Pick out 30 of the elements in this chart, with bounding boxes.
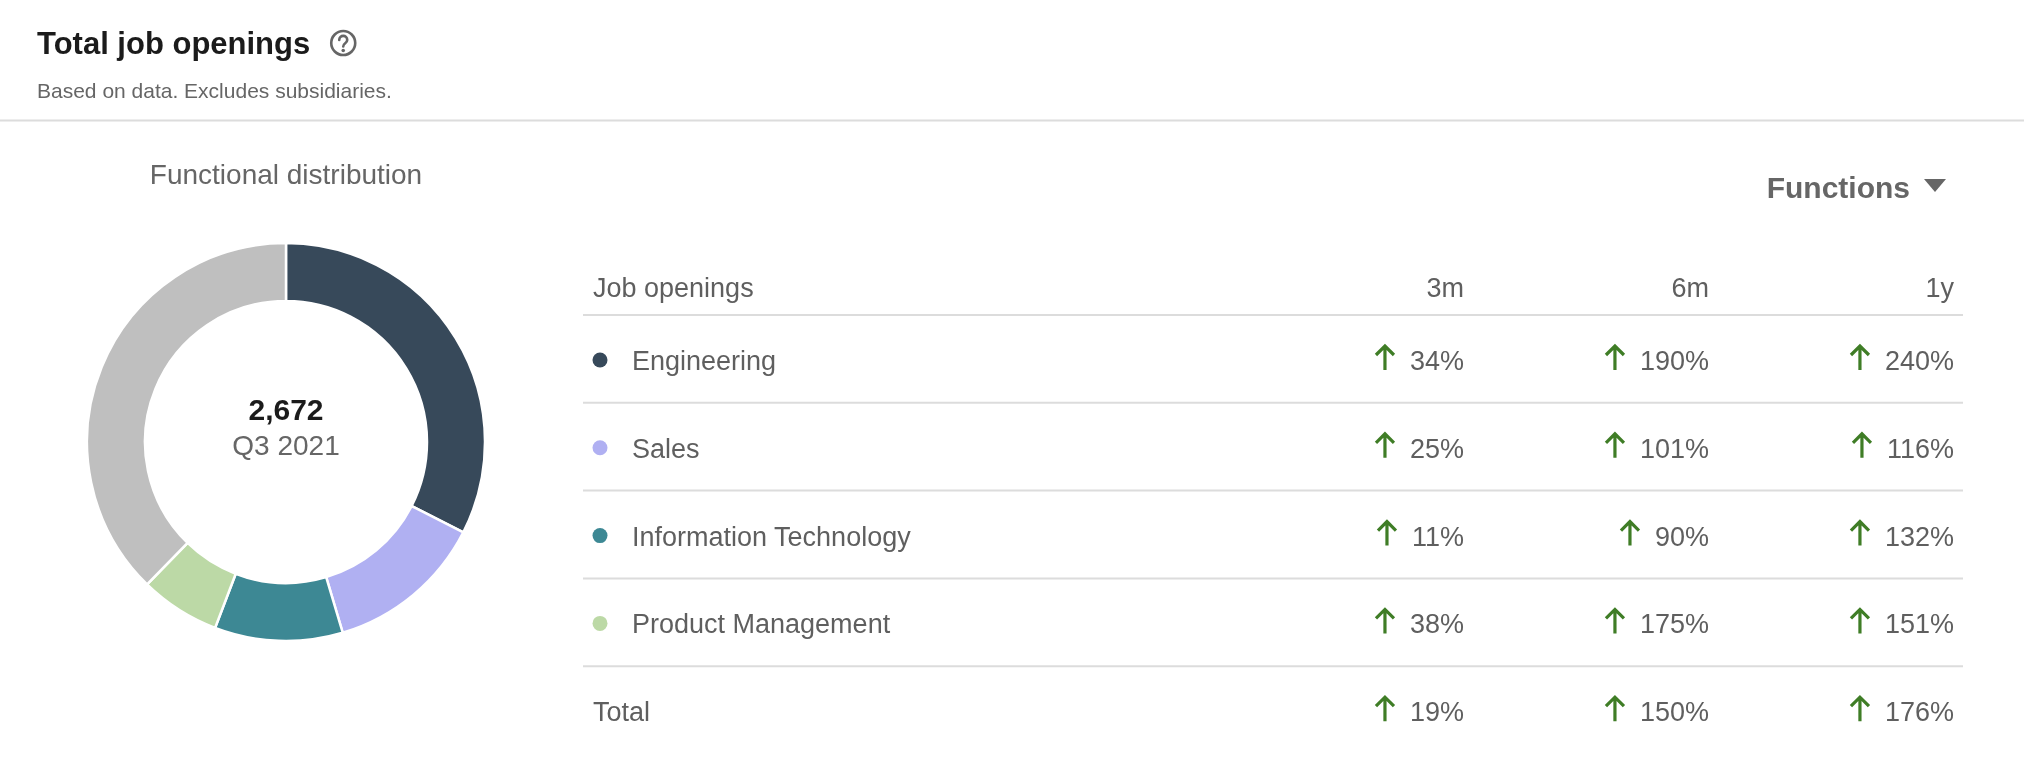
category-label: Information Technology [632,521,912,552]
text: Total job openings [37,26,311,61]
data-label: 151% [1884,609,1954,640]
data-label: 25% [1409,433,1464,464]
text: 1y [1925,273,1955,303]
data-label: 34% [1409,346,1464,376]
category-label: Product Management [632,609,891,640]
data-label: 90% [1654,521,1709,552]
category-label: Sales [632,433,700,464]
text: 6m [1671,273,1709,303]
data-label: 19% [1409,697,1464,728]
data-label: 101% [1639,433,1709,464]
data-label: 132% [1884,521,1954,552]
text: Q3 2021 [232,430,340,461]
data-label: 175% [1639,609,1709,640]
text: Functions [1766,171,1910,204]
data-label: 176% [1884,697,1954,728]
text: 3m [1426,273,1464,303]
text: Based on data. Excludes subsidiaries. [37,79,392,102]
data-label: 11% [1411,521,1464,552]
category-label: Total [593,697,651,728]
text: Job openings [593,273,754,303]
category-label: Engineering [632,346,777,376]
data-label: 240% [1884,346,1954,376]
chart-title: Functional distribution [149,159,423,190]
text: 2,672 [248,393,324,426]
data-label: 190% [1639,346,1709,376]
data-label: 116% [1886,433,1954,464]
data-label: 38% [1409,609,1464,640]
data-label: 150% [1639,697,1709,728]
